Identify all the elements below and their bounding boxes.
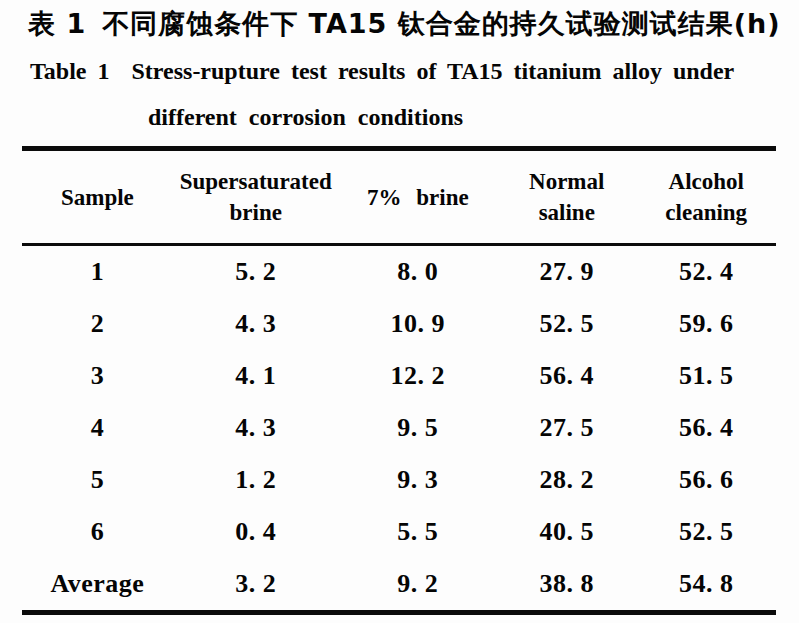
table-caption-zh-label: 表 1 bbox=[28, 8, 86, 39]
table-body: 1 5. 2 8. 0 27. 9 52. 4 2 4. 3 10. 9 52.… bbox=[22, 245, 776, 613]
data-cell: 12. 2 bbox=[339, 350, 497, 402]
row-label: 1 bbox=[22, 245, 173, 299]
data-cell: 51. 5 bbox=[636, 350, 776, 402]
data-cell: 9. 2 bbox=[339, 558, 497, 613]
data-cell: 1. 2 bbox=[173, 454, 339, 506]
header-row: Sample Supersaturatedbrine 7% brine Norm… bbox=[22, 149, 776, 245]
data-cell: 56. 4 bbox=[497, 350, 636, 402]
data-cell: 27. 9 bbox=[497, 245, 636, 299]
data-cell: 27. 5 bbox=[497, 402, 636, 454]
table-row: 2 4. 3 10. 9 52. 5 59. 6 bbox=[22, 298, 776, 350]
row-label: 4 bbox=[22, 402, 173, 454]
table-row: 5 1. 2 9. 3 28. 2 56. 6 bbox=[22, 454, 776, 506]
paper-page: 表 1 不同腐蚀条件下 TA15 钛合金的持久试验测试结果(h) Table 1 S… bbox=[0, 0, 799, 623]
row-label: 2 bbox=[22, 298, 173, 350]
data-cell: 56. 4 bbox=[636, 402, 776, 454]
data-cell: 8. 0 bbox=[339, 245, 497, 299]
row-label: 6 bbox=[22, 506, 173, 558]
table-caption-zh-text: 不同腐蚀条件下 TA15 钛合金的持久试验测试结果(h) bbox=[102, 8, 781, 39]
data-cell: 38. 8 bbox=[497, 558, 636, 613]
data-cell: 52. 5 bbox=[497, 298, 636, 350]
data-cell: 40. 5 bbox=[497, 506, 636, 558]
table-header: Sample Supersaturatedbrine 7% brine Norm… bbox=[22, 149, 776, 245]
data-cell: 5. 2 bbox=[173, 245, 339, 299]
table-caption-zh: 表 1 不同腐蚀条件下 TA15 钛合金的持久试验测试结果(h) bbox=[28, 6, 781, 42]
data-cell: 28. 2 bbox=[497, 454, 636, 506]
data-cell: 0. 4 bbox=[173, 506, 339, 558]
data-cell: 9. 5 bbox=[339, 402, 497, 454]
data-cell: 4. 3 bbox=[173, 298, 339, 350]
table-row: 3 4. 1 12. 2 56. 4 51. 5 bbox=[22, 350, 776, 402]
row-label: Average bbox=[22, 558, 173, 613]
table-row: 1 5. 2 8. 0 27. 9 52. 4 bbox=[22, 245, 776, 299]
data-cell: 56. 6 bbox=[636, 454, 776, 506]
table-caption-en-line1: Table 1 Stress-rupture test results of TA… bbox=[30, 58, 734, 85]
header-cell-supersaturated-brine: Supersaturatedbrine bbox=[173, 149, 339, 245]
data-cell: 59. 6 bbox=[636, 298, 776, 350]
data-cell: 54. 8 bbox=[636, 558, 776, 613]
data-cell: 52. 5 bbox=[636, 506, 776, 558]
data-cell: 52. 4 bbox=[636, 245, 776, 299]
data-cell: 4. 3 bbox=[173, 402, 339, 454]
data-cell: 10. 9 bbox=[339, 298, 497, 350]
table-caption-en-text: Stress-rupture test results of TA15 tita… bbox=[131, 58, 734, 84]
table-row: 6 0. 4 5. 5 40. 5 52. 5 bbox=[22, 506, 776, 558]
row-label: 3 bbox=[22, 350, 173, 402]
table-caption-en-line2: different corrosion conditions bbox=[148, 104, 463, 131]
table-caption-en-label: Table 1 bbox=[30, 58, 109, 84]
header-cell-sample: Sample bbox=[22, 149, 173, 245]
header-cell-alcohol-cleaning: Alcoholcleaning bbox=[636, 149, 776, 245]
table-row: 4 4. 3 9. 5 27. 5 56. 4 bbox=[22, 402, 776, 454]
data-cell: 4. 1 bbox=[173, 350, 339, 402]
data-cell: 9. 3 bbox=[339, 454, 497, 506]
data-cell: 5. 5 bbox=[339, 506, 497, 558]
table-row-average: Average 3. 2 9. 2 38. 8 54. 8 bbox=[22, 558, 776, 613]
header-cell-7pct-brine: 7% brine bbox=[339, 149, 497, 245]
results-table: Sample Supersaturatedbrine 7% brine Norm… bbox=[22, 146, 776, 615]
header-cell-normal-saline: Normalsaline bbox=[497, 149, 636, 245]
data-cell: 3. 2 bbox=[173, 558, 339, 613]
row-label: 5 bbox=[22, 454, 173, 506]
